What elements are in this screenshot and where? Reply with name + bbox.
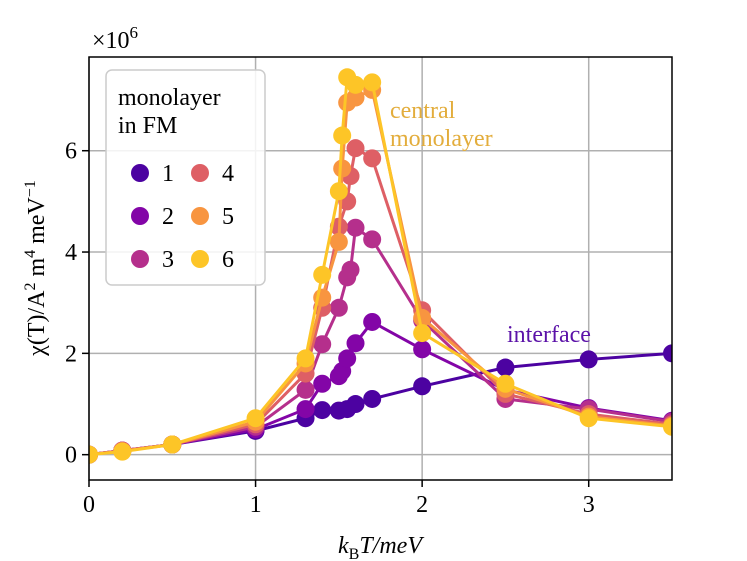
point bbox=[413, 340, 432, 359]
legend-marker bbox=[131, 207, 149, 225]
legend-marker bbox=[191, 164, 209, 182]
point bbox=[663, 344, 672, 363]
y-tick-label: 2 bbox=[65, 341, 77, 367]
point bbox=[496, 374, 515, 393]
y-tick-label: 0 bbox=[65, 443, 77, 469]
x-tick-label: 3 bbox=[583, 492, 595, 518]
point bbox=[341, 260, 360, 279]
x-tick-label: 2 bbox=[416, 492, 428, 518]
point bbox=[363, 73, 382, 92]
legend-title: in FM bbox=[118, 113, 177, 139]
point bbox=[363, 389, 382, 408]
x-axis-label: kBT/meV bbox=[338, 533, 424, 561]
point bbox=[346, 75, 365, 94]
point bbox=[496, 358, 515, 377]
legend-label: 2 bbox=[162, 204, 174, 230]
point bbox=[313, 374, 332, 393]
point bbox=[413, 324, 432, 343]
plot bbox=[89, 68, 672, 464]
point bbox=[346, 334, 365, 353]
legend-label: 1 bbox=[162, 161, 174, 187]
point bbox=[296, 400, 315, 419]
y-tick-label: 4 bbox=[65, 240, 77, 266]
point bbox=[329, 298, 348, 317]
x-tick-label: 1 bbox=[250, 492, 262, 518]
offset-label: ×106 bbox=[92, 23, 138, 54]
axes-frame bbox=[88, 56, 673, 481]
legend-marker bbox=[131, 250, 149, 268]
point bbox=[346, 88, 365, 107]
legend-label: 5 bbox=[222, 204, 234, 230]
point bbox=[246, 409, 265, 428]
annotation: central bbox=[390, 98, 456, 124]
annotation: monolayer bbox=[390, 126, 493, 152]
legend-marker bbox=[191, 250, 209, 268]
point bbox=[113, 442, 132, 461]
legend-label: 6 bbox=[222, 247, 234, 273]
point bbox=[579, 350, 598, 369]
legend-label: 4 bbox=[222, 161, 234, 187]
point bbox=[346, 395, 365, 414]
point bbox=[363, 230, 382, 249]
point bbox=[346, 139, 365, 158]
point bbox=[413, 377, 432, 396]
point bbox=[363, 149, 382, 168]
point bbox=[296, 380, 315, 399]
point bbox=[663, 417, 672, 436]
point bbox=[296, 349, 315, 368]
point bbox=[338, 349, 357, 368]
y-axis-label: χ(T)/A2 m4 meV−1 bbox=[22, 180, 50, 357]
point bbox=[579, 409, 598, 428]
legend-marker bbox=[191, 207, 209, 225]
point bbox=[333, 159, 352, 178]
point bbox=[89, 445, 98, 464]
legend-label: 3 bbox=[162, 247, 174, 273]
point bbox=[163, 435, 182, 454]
point bbox=[346, 218, 365, 237]
y-tick-label: 6 bbox=[65, 139, 77, 165]
legend-marker bbox=[131, 164, 149, 182]
point bbox=[363, 312, 382, 331]
annotation: interface bbox=[507, 322, 591, 348]
point bbox=[333, 126, 352, 145]
point bbox=[313, 265, 332, 284]
point bbox=[329, 182, 348, 201]
point bbox=[313, 335, 332, 354]
legend-box bbox=[105, 69, 266, 286]
legend-title: monolayer bbox=[118, 85, 221, 111]
point bbox=[329, 232, 348, 251]
point bbox=[313, 401, 332, 420]
x-tick-label: 0 bbox=[83, 492, 95, 518]
